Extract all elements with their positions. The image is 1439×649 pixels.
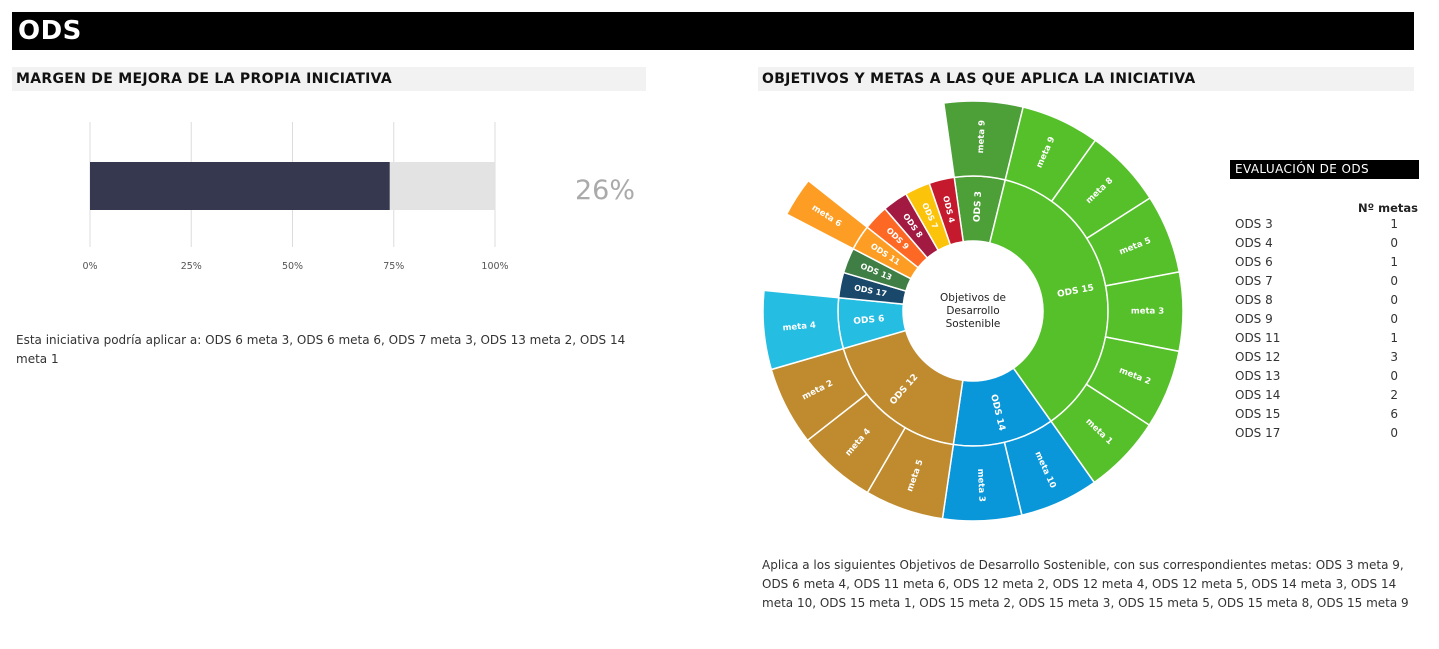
left-section-title: MARGEN DE MEJORA DE LA PROPIA INICIATIVA bbox=[12, 67, 646, 91]
evaluation-row-value: 1 bbox=[1390, 255, 1398, 269]
evaluation-row-label: ODS 9 bbox=[1235, 312, 1273, 326]
sunburst-outer-segment bbox=[762, 289, 845, 371]
left-description: Esta iniciativa podría aplicar a: ODS 6 … bbox=[16, 333, 626, 366]
evaluation-row-value: 6 bbox=[1390, 407, 1398, 421]
evaluation-row-label: ODS 7 bbox=[1235, 274, 1273, 288]
sunburst-inner-segment bbox=[928, 176, 965, 246]
evaluation-rows: ODS 3 1 ODS 4 0 ODS 6 1 ODS 7 0 ODS 8 0 ODS 9 0 ODS … bbox=[1230, 215, 1420, 443]
evaluation-row: ODS 17 0 bbox=[1230, 424, 1420, 443]
evaluation-row-label: ODS 3 bbox=[1235, 217, 1273, 231]
evaluation-row-value: 3 bbox=[1390, 350, 1398, 364]
evaluation-row: ODS 14 2 bbox=[1230, 386, 1420, 405]
evaluation-row: ODS 3 1 bbox=[1230, 215, 1420, 234]
sunburst-center bbox=[904, 242, 1042, 380]
bar-value-label: 26% bbox=[575, 175, 635, 206]
bar-chart-tick-label: 100% bbox=[481, 261, 508, 272]
evaluation-row: ODS 9 0 bbox=[1230, 310, 1420, 329]
evaluation-row-label: ODS 12 bbox=[1235, 350, 1281, 364]
evaluation-row-label: ODS 13 bbox=[1235, 369, 1281, 383]
bar-filled bbox=[90, 162, 390, 210]
evaluation-row-value: 0 bbox=[1390, 312, 1398, 326]
bar-chart-tick-label: 50% bbox=[282, 261, 303, 272]
bar-chart-tick-label: 75% bbox=[383, 261, 404, 272]
evaluation-row: ODS 12 3 bbox=[1230, 348, 1420, 367]
evaluation-row-value: 1 bbox=[1390, 217, 1398, 231]
evaluation-row: ODS 6 1 bbox=[1230, 253, 1420, 272]
evaluation-row: ODS 11 1 bbox=[1230, 329, 1420, 348]
right-section-title: OBJETIVOS Y METAS A LAS QUE APLICA LA IN… bbox=[758, 67, 1414, 91]
bar-chart-tick-label: 0% bbox=[82, 261, 97, 272]
sunburst-label: meta 3 bbox=[975, 468, 986, 502]
bar-chart-tick-label: 25% bbox=[181, 261, 202, 272]
sunburst-center-label: Objetivos de bbox=[940, 292, 1006, 304]
evaluation-row-value: 0 bbox=[1390, 236, 1398, 250]
right-description: Aplica a los siguientes Objetivos de Des… bbox=[762, 558, 1409, 610]
sunburst-center-label: Sostenible bbox=[946, 318, 1001, 330]
evaluation-column-header: Nº metas bbox=[1358, 201, 1418, 215]
evaluation-row: ODS 15 6 bbox=[1230, 405, 1420, 424]
sunburst-label: meta 4 bbox=[782, 321, 816, 334]
sunburst-label: ODS 3 bbox=[973, 191, 985, 222]
evaluation-row: ODS 7 0 bbox=[1230, 272, 1420, 291]
evaluation-row-value: 1 bbox=[1390, 331, 1398, 345]
evaluation-row-value: 2 bbox=[1390, 388, 1398, 402]
evaluation-row-label: ODS 17 bbox=[1235, 426, 1281, 440]
sunburst-label: meta 3 bbox=[1131, 307, 1164, 317]
improvement-bar-chart: 0% 25% 50% 75% 100% 26% bbox=[82, 122, 635, 272]
sunburst-label: meta 9 bbox=[976, 120, 988, 154]
evaluation-row-label: ODS 8 bbox=[1235, 293, 1273, 307]
sunburst-center-label: Desarrollo bbox=[946, 305, 999, 317]
evaluation-row: ODS 13 0 bbox=[1230, 367, 1420, 386]
evaluation-row-value: 0 bbox=[1390, 369, 1398, 383]
evaluation-row: ODS 4 0 bbox=[1230, 234, 1420, 253]
evaluation-row-value: 0 bbox=[1390, 274, 1398, 288]
evaluation-title: EVALUACIÓN DE ODS bbox=[1230, 160, 1419, 179]
evaluation-row-label: ODS 15 bbox=[1235, 407, 1281, 421]
evaluation-row-label: ODS 4 bbox=[1235, 236, 1273, 250]
page-title: ODS bbox=[18, 16, 82, 46]
evaluation-row-label: ODS 6 bbox=[1235, 255, 1273, 269]
page-header: ODS bbox=[12, 12, 1414, 50]
evaluation-row-label: ODS 14 bbox=[1235, 388, 1281, 402]
evaluation-row: ODS 8 0 bbox=[1230, 291, 1420, 310]
sunburst-label: ODS 6 bbox=[853, 314, 885, 327]
evaluation-row-label: ODS 11 bbox=[1235, 331, 1281, 345]
evaluation-row-value: 0 bbox=[1390, 293, 1398, 307]
evaluation-row-value: 0 bbox=[1390, 426, 1398, 440]
